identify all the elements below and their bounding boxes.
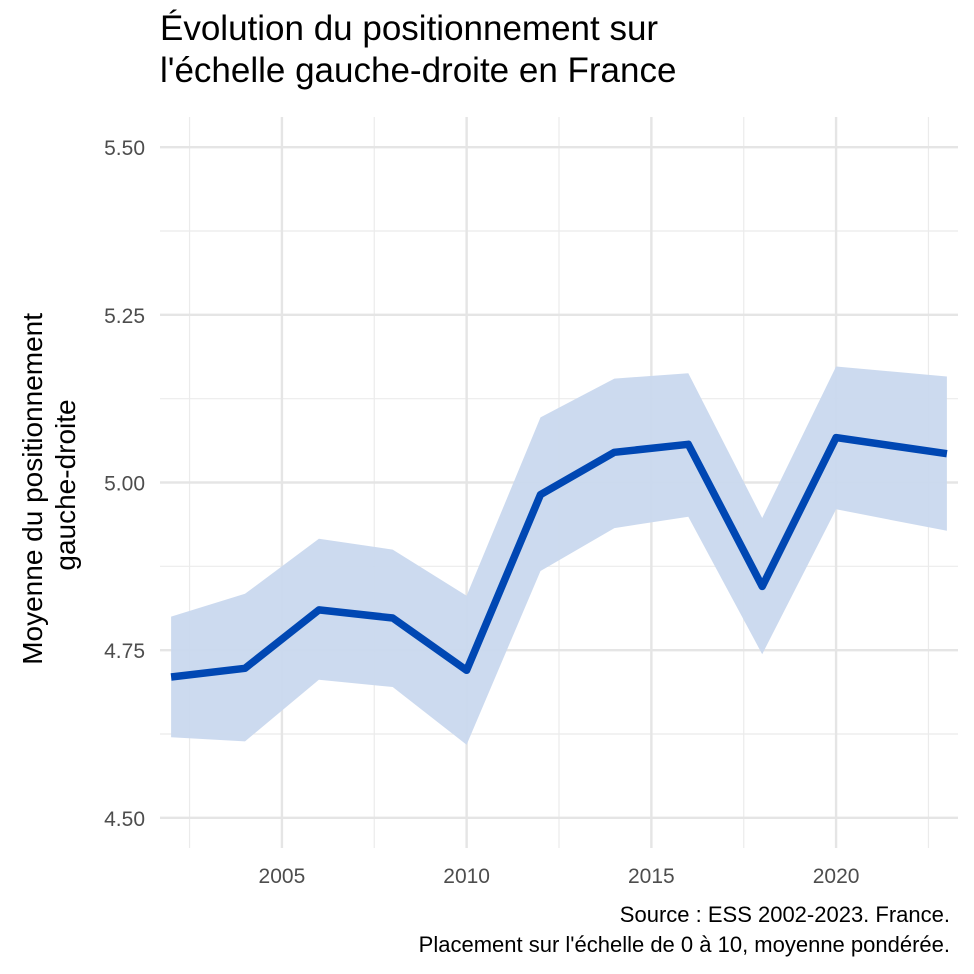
confidence-band xyxy=(171,366,947,745)
chart-title-line-2: l'échelle gauche-droite en France xyxy=(160,51,677,90)
x-tick-label: 2005 xyxy=(259,865,306,888)
y-axis-ticks: 4.50 4.75 5.00 5.25 5.50 xyxy=(104,137,145,831)
series-line xyxy=(170,433,948,681)
caption-source: Source : ESS 2002-2023. France. xyxy=(619,902,950,927)
x-axis-ticks: 2005 2010 2015 2020 xyxy=(259,865,860,888)
x-tick-label: 2010 xyxy=(443,865,490,888)
y-tick-label: 5.00 xyxy=(104,473,145,496)
y-tick-label: 4.50 xyxy=(104,808,145,831)
x-tick-label: 2020 xyxy=(813,865,860,888)
caption-note: Placement sur l'échelle de 0 à 10, moyen… xyxy=(418,932,950,957)
chart-title-line-1: Évolution du positionnement sur xyxy=(160,9,659,48)
confidence-band-layer xyxy=(171,366,947,745)
y-axis-title-line-1: Moyenne du positionnement xyxy=(17,313,48,665)
y-axis-title: Moyenne du positionnement gauche-droite xyxy=(17,305,81,665)
y-tick-label: 5.50 xyxy=(104,137,145,160)
y-tick-label: 4.75 xyxy=(104,640,145,663)
series-line-layer xyxy=(170,433,948,681)
chart-title: Évolution du positionnement sur l'échell… xyxy=(160,8,940,92)
chart-caption: Source : ESS 2002-2023. France. Placemen… xyxy=(419,900,950,960)
x-tick-label: 2015 xyxy=(628,865,675,888)
y-tick-label: 5.25 xyxy=(104,305,145,328)
y-axis-title-line-2: gauche-droite xyxy=(50,399,81,570)
